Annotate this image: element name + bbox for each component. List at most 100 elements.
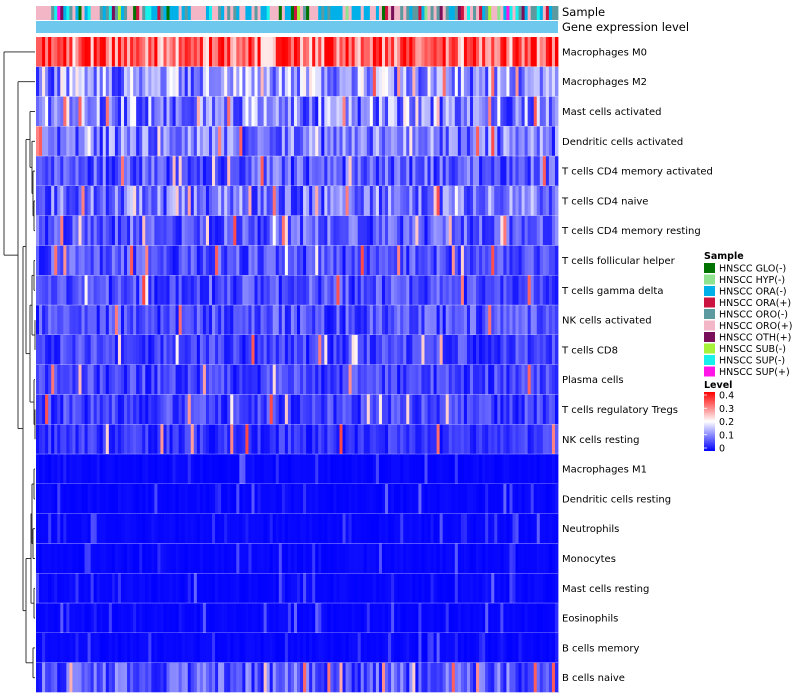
- sample-annotation-cell: [66, 6, 70, 20]
- heatmap-cell: [242, 484, 246, 514]
- heatmap-cell: [102, 305, 107, 336]
- heatmap-cell: [212, 662, 216, 693]
- heatmap-cell: [193, 662, 198, 693]
- heatmap-cell: [36, 394, 40, 425]
- heatmap-cell: [272, 245, 277, 276]
- heatmap-cell: [230, 573, 234, 604]
- heatmap-cell: [57, 543, 61, 574]
- heatmap-cell: [148, 126, 152, 157]
- heatmap-cell: [36, 305, 40, 336]
- heatmap-cell: [193, 245, 198, 276]
- heatmap-cell: [39, 364, 43, 395]
- heatmap-cell: [230, 484, 234, 514]
- heatmap-cell: [260, 156, 265, 187]
- heatmap-cell: [114, 37, 119, 67]
- heatmap-cell: [363, 454, 368, 485]
- heatmap-cell: [287, 126, 292, 157]
- heatmap-cell: [539, 215, 544, 246]
- heatmap-cell: [221, 335, 225, 365]
- heatmap-cell: [293, 275, 298, 306]
- heatmap-cell: [181, 633, 186, 663]
- heatmap-cell: [457, 335, 462, 365]
- heatmap-cell: [36, 633, 40, 663]
- heatmap-cell: [187, 275, 192, 306]
- heatmap-cell: [205, 245, 210, 276]
- heatmap-cell: [297, 186, 301, 216]
- heatmap-cell: [230, 364, 234, 395]
- heatmap-cell: [51, 543, 55, 574]
- heatmap-cell: [87, 603, 92, 634]
- heatmap-cell: [114, 573, 119, 604]
- heatmap-cell: [233, 424, 237, 455]
- heatmap-cell: [227, 275, 231, 306]
- heatmap-cell: [227, 454, 231, 485]
- heatmap-cell: [154, 66, 158, 97]
- heatmap-cell: [439, 364, 444, 395]
- heatmap-cell: [48, 484, 52, 514]
- heatmap-cell: [524, 603, 529, 634]
- heatmap-cell: [215, 513, 219, 544]
- heatmap-cell: [130, 543, 134, 574]
- heatmap-cell: [348, 305, 353, 336]
- heatmap-cell: [278, 215, 283, 246]
- heatmap-cell: [448, 424, 453, 455]
- heatmap-cell: [509, 305, 513, 336]
- heatmap-cell: [251, 543, 255, 574]
- heatmap-cell: [205, 484, 210, 514]
- sample-annotation-cell: [84, 6, 88, 20]
- heatmap-cell: [476, 454, 480, 485]
- sample-annotation-cell: [263, 6, 268, 20]
- heatmap-cell: [536, 96, 541, 127]
- sample-annotation-cell: [75, 6, 79, 20]
- heatmap-cell: [512, 513, 516, 544]
- heatmap-cell: [436, 275, 441, 306]
- heatmap-cell: [297, 662, 301, 693]
- heatmap-cell: [69, 156, 73, 187]
- heatmap-cell: [551, 156, 556, 187]
- heatmap-cell: [381, 364, 386, 395]
- heatmap-cell: [218, 66, 222, 97]
- heatmap-cell: [212, 37, 216, 67]
- heatmap-cell: [503, 215, 507, 246]
- heatmap-cell: [130, 573, 134, 604]
- heatmap-cell: [415, 156, 419, 187]
- heatmap-cell: [378, 37, 383, 67]
- heatmap-cell: [72, 156, 76, 187]
- sample-annotation-cell: [436, 6, 441, 20]
- heatmap-cell: [339, 37, 343, 67]
- heatmap-cell: [333, 156, 337, 187]
- heatmap-cell: [127, 543, 131, 574]
- heatmap-cell: [488, 543, 492, 574]
- heatmap-cell: [124, 424, 128, 455]
- heatmap-cell: [521, 662, 526, 693]
- heatmap-cell: [266, 364, 271, 395]
- heatmap-cell: [202, 335, 207, 365]
- heatmap-cell: [42, 156, 46, 187]
- heatmap-cell: [124, 305, 128, 336]
- heatmap-cell: [218, 484, 222, 514]
- heatmap-cell: [351, 66, 356, 97]
- heatmap-cell: [409, 513, 413, 544]
- heatmap-cell: [45, 186, 49, 216]
- heatmap-cell: [312, 364, 316, 395]
- heatmap-cell: [260, 424, 265, 455]
- heatmap-cell: [454, 484, 459, 514]
- heatmap-cell: [178, 305, 183, 336]
- heatmap-cell: [90, 633, 95, 663]
- heatmap-cell: [527, 543, 532, 574]
- heatmap-cell: [357, 126, 362, 157]
- heatmap-cell: [54, 186, 58, 216]
- heatmap-cell: [87, 126, 92, 157]
- heatmap-cell: [266, 573, 271, 604]
- heatmap-cell: [500, 484, 504, 514]
- heatmap-cell: [497, 275, 501, 306]
- heatmap-cell: [81, 305, 85, 336]
- heatmap-cell: [372, 96, 377, 127]
- heatmap-cell: [479, 66, 483, 97]
- heatmap-cell: [372, 156, 377, 187]
- heatmap-cell: [388, 156, 392, 187]
- heatmap-cell: [205, 37, 210, 67]
- heatmap-cell: [539, 454, 544, 485]
- heatmap-cell: [342, 335, 346, 365]
- heatmap-cell: [306, 662, 310, 693]
